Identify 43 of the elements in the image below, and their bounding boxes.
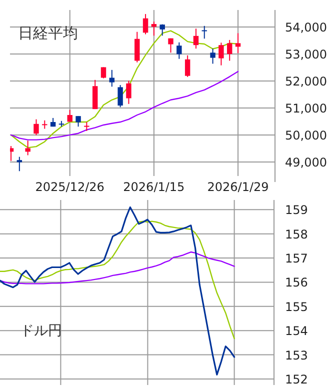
text: 日経平均: [18, 24, 78, 42]
y-tick-label: 152: [285, 372, 308, 386]
y-tick-label: 157: [285, 252, 308, 266]
y-tick-label: 52,000: [285, 74, 327, 88]
candlestick: [226, 39, 232, 62]
candlestick: [42, 120, 48, 130]
candlestick: [34, 118, 39, 136]
candlestick: [126, 80, 132, 104]
candlestick: [76, 116, 81, 128]
y-tick-label: 153: [285, 348, 308, 362]
text: ドル円: [20, 323, 62, 339]
y-tick-label: 159: [285, 203, 308, 218]
candlestick: [210, 48, 216, 64]
candlestick: [168, 38, 174, 54]
y-tick-label: 154: [285, 324, 308, 338]
x-tick-label: 2026/1/29: [207, 180, 269, 194]
line-series: [0, 251, 235, 284]
candlestick: [92, 79, 98, 110]
line-series: [0, 206, 236, 376]
y-tick-label: 49,000: [285, 155, 327, 170]
line-series: [10, 70, 239, 140]
y-tick-label: 51,000: [285, 101, 327, 116]
x-tick-label: 2025/12/26: [35, 180, 104, 194]
x-tick-label: 2026/1/15: [123, 180, 185, 194]
y-tick-label: 156: [285, 276, 308, 290]
candlestick: [118, 84, 123, 108]
candlestick: [218, 42, 224, 66]
candlestick: [202, 25, 207, 40]
y-tick-label: 158: [285, 227, 308, 242]
candlestick: [193, 28, 199, 50]
candlestick: [184, 54, 190, 78]
candlestick: [235, 32, 241, 54]
y-tick-label: 54,000: [285, 20, 327, 35]
candlestick: [25, 140, 30, 156]
candlestick: [109, 69, 115, 88]
line-series: [0, 220, 235, 340]
candlestick: [142, 14, 148, 35]
candlestick: [176, 42, 182, 60]
y-tick-label: 53,000: [285, 47, 327, 62]
candlestick: [100, 66, 106, 79]
candlestick: [134, 31, 140, 63]
y-tick-label: 155: [285, 300, 308, 314]
y-tick-label: 50,000: [285, 128, 327, 142]
